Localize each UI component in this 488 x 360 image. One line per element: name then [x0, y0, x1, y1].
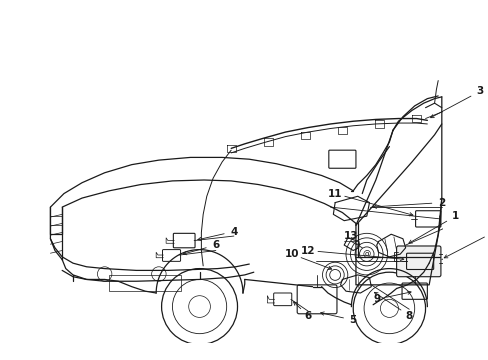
Text: 6: 6 — [304, 311, 311, 321]
Text: 2: 2 — [437, 198, 445, 208]
Text: 11: 11 — [327, 189, 342, 199]
Text: 1: 1 — [451, 211, 458, 221]
Text: 13: 13 — [344, 231, 358, 241]
Text: 4: 4 — [230, 226, 237, 237]
Text: 10: 10 — [284, 249, 298, 259]
Text: 3: 3 — [475, 86, 483, 96]
FancyBboxPatch shape — [396, 246, 440, 277]
Text: 9: 9 — [372, 294, 380, 304]
Text: 5: 5 — [349, 315, 356, 325]
Text: 8: 8 — [405, 311, 412, 321]
Text: 6: 6 — [212, 240, 219, 250]
Bar — [109, 275, 181, 291]
Text: 12: 12 — [300, 246, 315, 256]
Text: @: @ — [362, 249, 370, 258]
